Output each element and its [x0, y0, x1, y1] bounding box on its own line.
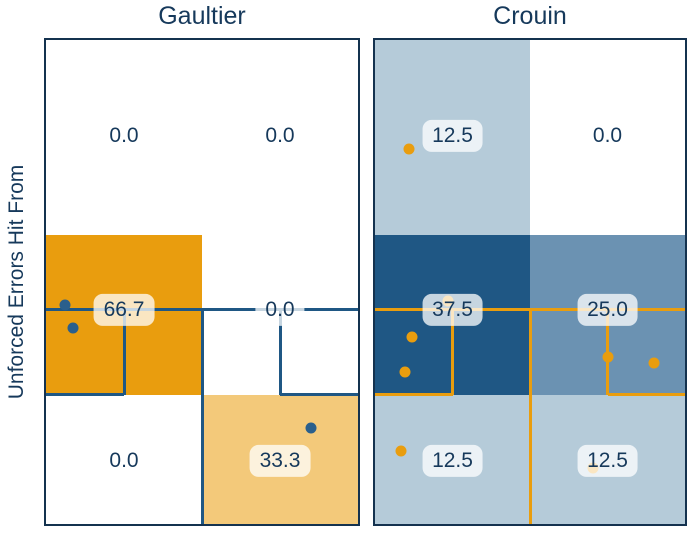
data-point-dot [59, 299, 71, 311]
zone-value-label: 12.5 [422, 119, 483, 153]
zone-value-label: 0.0 [582, 119, 633, 153]
service-box-side-line [451, 309, 454, 395]
zone-value-label: 33.3 [249, 444, 311, 478]
service-line [375, 393, 453, 397]
zone-value-label: 37.5 [422, 293, 483, 327]
service-line [46, 393, 124, 397]
service-line [607, 393, 685, 397]
center-service-line [528, 309, 532, 524]
data-point-dot [395, 445, 407, 457]
data-point-dot [648, 357, 660, 369]
data-point-dot [399, 366, 411, 378]
data-point-dot [305, 422, 317, 434]
zone-value-label: 0.0 [255, 119, 305, 153]
zone-value-label: 0.0 [99, 444, 149, 478]
zone-value-label: 66.7 [93, 293, 155, 327]
zone-value-label: 0.0 [99, 119, 149, 153]
data-point-dot [403, 143, 415, 155]
court-panel-crouin: 12.5 0.0 37.5 25.0 12.5 12.5 [373, 38, 687, 526]
zone-value-label: 12.5 [577, 444, 638, 478]
service-line [280, 393, 358, 397]
data-point-dot [406, 331, 418, 343]
panel-title-gaultier: Gaultier [158, 2, 246, 30]
zone-value-label: 12.5 [422, 444, 483, 478]
y-axis-label: Unforced Errors Hit From [5, 164, 28, 400]
court-panel-gaultier: 0.0 0.0 66.7 0.0 0.0 33.3 [44, 38, 360, 526]
zone-value-label: 25.0 [577, 293, 638, 327]
zone-value-label: 0.0 [255, 293, 305, 327]
data-point-dot [602, 351, 614, 363]
data-point-dot [67, 322, 79, 334]
service-box-side-line [278, 309, 282, 395]
panel-title-crouin: Crouin [493, 2, 567, 30]
service-box-side-line [122, 309, 126, 395]
center-service-line [200, 309, 204, 524]
